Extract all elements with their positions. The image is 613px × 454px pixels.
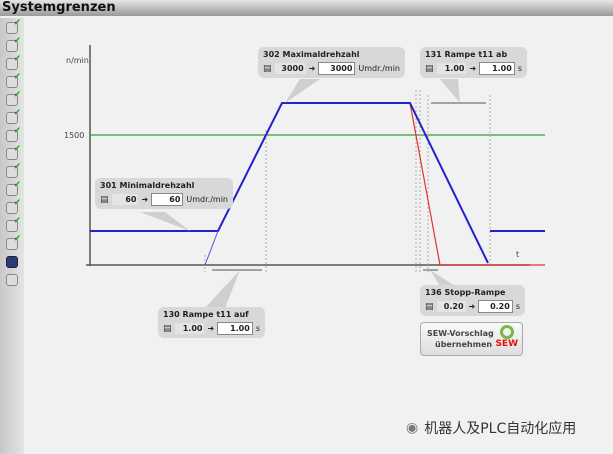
value-input[interactable]: 1.00 bbox=[479, 62, 515, 75]
param-131: 131 Rampe t11 ab ▤ 1.00 ➜ 1.00 s bbox=[420, 47, 527, 78]
sidebar-item-active[interactable] bbox=[6, 256, 18, 268]
param-title: 301 Minimaldrehzahl bbox=[100, 181, 195, 190]
check-icon: ✔ bbox=[13, 54, 21, 64]
arrow-icon: ➜ bbox=[207, 324, 215, 333]
sidebar-item-plain[interactable] bbox=[6, 274, 18, 286]
current-value: 0.20 bbox=[436, 301, 466, 312]
value-input[interactable]: 60 bbox=[151, 193, 184, 206]
arrow-icon: ➜ bbox=[308, 64, 316, 73]
sidebar-item-checked[interactable]: ✔ bbox=[6, 198, 21, 214]
unit: Umdr./min bbox=[186, 195, 228, 204]
current-value: 1.00 bbox=[174, 323, 205, 334]
sidebar-item-checked[interactable]: ✔ bbox=[6, 234, 21, 250]
pc-icon: ▤ bbox=[425, 301, 434, 312]
callout-pointer bbox=[140, 212, 190, 231]
check-icon: ✔ bbox=[13, 126, 21, 136]
arrow-icon: ➜ bbox=[468, 302, 476, 311]
x-axis-label: t bbox=[516, 250, 520, 259]
unit: Umdr./min bbox=[358, 64, 400, 73]
sidebar-item-checked[interactable]: ✔ bbox=[6, 108, 21, 124]
arrow-icon: ➜ bbox=[141, 195, 149, 204]
stop-curve bbox=[409, 102, 545, 266]
button-line1: SEW-Vorschlag bbox=[427, 329, 494, 338]
watermark: ◉ 机器人及PLC自动化应用 bbox=[406, 420, 577, 437]
sew-suggestion-button[interactable]: SEW-Vorschlag übernehmen SEW bbox=[420, 322, 523, 356]
value-input[interactable]: 0.20 bbox=[478, 300, 513, 313]
sidebar-item-checked[interactable]: ✔ bbox=[6, 18, 21, 34]
pc-icon: ▤ bbox=[163, 323, 172, 334]
sew-logo: SEW bbox=[495, 325, 518, 350]
check-icon: ✔ bbox=[13, 108, 21, 118]
sidebar-item-checked[interactable]: ✔ bbox=[6, 144, 21, 160]
check-icon: ✔ bbox=[13, 72, 21, 82]
current-value: 60 bbox=[111, 194, 139, 205]
value-input[interactable]: 3000 bbox=[318, 62, 356, 75]
button-line2: übernehmen bbox=[435, 340, 493, 349]
value-input[interactable]: 1.00 bbox=[217, 322, 253, 335]
current-value: 1.00 bbox=[436, 63, 467, 74]
y-axis-label: n/min bbox=[66, 56, 89, 65]
check-icon: ✔ bbox=[13, 180, 21, 190]
speed-ramp-start bbox=[204, 230, 219, 266]
sidebar-item-checked[interactable]: ✔ bbox=[6, 90, 21, 106]
sidebar: ✔ ✔ ✔ ✔ ✔ ✔ ✔ ✔ ✔ ✔ ✔ ✔ ✔ bbox=[0, 18, 24, 454]
param-title: 136 Stopp-Rampe bbox=[425, 288, 506, 297]
wechat-icon: ◉ bbox=[406, 420, 419, 436]
callout-pointer bbox=[205, 270, 240, 308]
unit: s bbox=[515, 302, 520, 311]
callout-pointer bbox=[430, 270, 455, 286]
window-title: Systemgrenzen bbox=[0, 0, 613, 16]
current-value: 3000 bbox=[274, 63, 306, 74]
sidebar-item-checked[interactable]: ✔ bbox=[6, 162, 21, 178]
param-301: 301 Minimaldrehzahl ▤ 60 ➜ 60 Umdr./min bbox=[95, 178, 233, 209]
param-title: 302 Maximaldrehzahl bbox=[263, 50, 360, 59]
pc-icon: ▤ bbox=[263, 63, 272, 74]
speed-curve bbox=[90, 102, 489, 264]
callout-pointer bbox=[440, 79, 460, 103]
pc-icon: ▤ bbox=[100, 194, 109, 205]
check-icon: ✔ bbox=[13, 144, 21, 154]
callout-pointer bbox=[285, 79, 320, 103]
param-title: 130 Rampe t11 auf bbox=[163, 310, 249, 319]
sidebar-item-checked[interactable]: ✔ bbox=[6, 180, 21, 196]
sidebar-item-checked[interactable]: ✔ bbox=[6, 216, 21, 232]
check-icon: ✔ bbox=[13, 162, 21, 172]
check-icon: ✔ bbox=[13, 216, 21, 226]
param-136: 136 Stopp-Rampe ▤ 0.20 ➜ 0.20 s bbox=[420, 285, 525, 316]
pc-icon: ▤ bbox=[425, 63, 434, 74]
arrow-icon: ➜ bbox=[469, 64, 477, 73]
sidebar-item-checked[interactable]: ✔ bbox=[6, 36, 21, 52]
param-302: 302 Maximaldrehzahl ▤ 3000 ➜ 3000 Umdr./min bbox=[258, 47, 405, 78]
check-icon: ✔ bbox=[13, 36, 21, 46]
y-tick-1500: 1500 bbox=[64, 131, 85, 140]
param-130: 130 Rampe t11 auf ▤ 1.00 ➜ 1.00 s bbox=[158, 307, 265, 338]
sidebar-item-checked[interactable]: ✔ bbox=[6, 54, 21, 70]
check-icon: ✔ bbox=[13, 198, 21, 208]
sidebar-item-checked[interactable]: ✔ bbox=[6, 72, 21, 88]
check-icon: ✔ bbox=[13, 234, 21, 244]
unit: s bbox=[517, 64, 522, 73]
check-icon: ✔ bbox=[13, 90, 21, 100]
unit: s bbox=[255, 324, 260, 333]
check-icon: ✔ bbox=[13, 18, 21, 28]
param-title: 131 Rampe t11 ab bbox=[425, 50, 508, 59]
sidebar-item-checked[interactable]: ✔ bbox=[6, 126, 21, 142]
